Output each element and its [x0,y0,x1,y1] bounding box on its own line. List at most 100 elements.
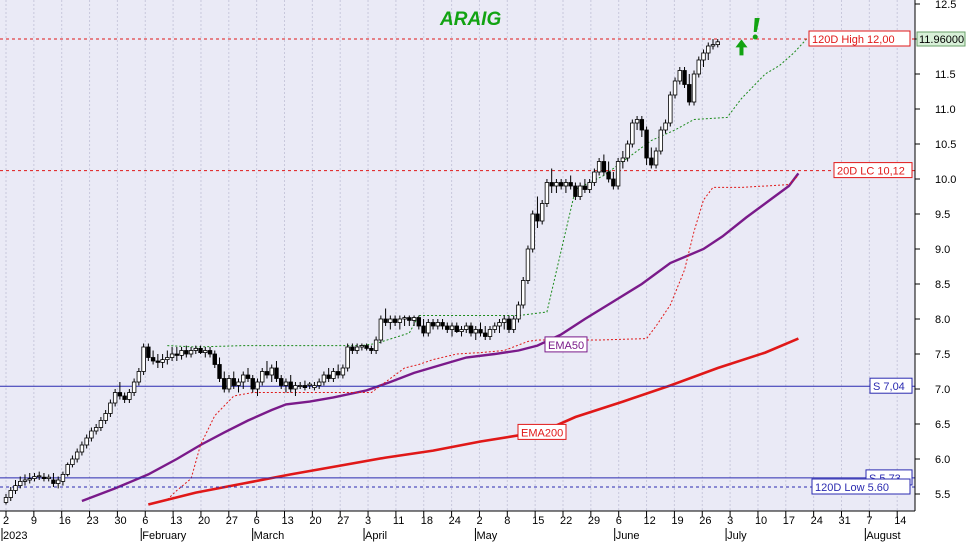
candle-body [269,367,274,376]
candle-body [13,485,18,491]
label-ema50-box [544,336,588,353]
candle-body [596,161,602,173]
candle-body [89,430,94,439]
x-tick-label: 20 [198,515,210,527]
ema50-path [81,172,800,503]
candle-body [672,80,678,96]
candle-body [354,346,360,351]
candle-body [37,475,42,478]
candle-body [630,122,635,145]
x-tick-label: 13 [282,515,294,527]
y-tick-label: 7.5 [935,349,950,361]
candle-body [150,357,156,362]
month-label: August [866,530,900,542]
candles [3,39,720,505]
label-ema50-text: EMA50 [548,340,584,352]
candle-body [312,385,317,388]
candle-body [345,346,350,369]
candle-body [316,381,322,386]
candle-body [359,345,365,348]
candle-body [112,392,118,404]
candle-body [79,444,85,453]
candle-body [179,350,184,356]
candle-body [188,350,194,355]
candle-body [554,182,559,187]
last-price-text: 11.96000 [919,34,964,46]
candle-body [193,347,198,351]
candle-body [350,346,355,351]
candle-body [55,479,61,484]
candle-body [468,325,474,334]
candle-body [127,392,132,400]
candle-body [478,329,483,334]
candle-body [27,478,32,481]
x-tick-label: 10 [755,515,767,527]
y-tick-label: 9.5 [935,209,950,221]
exclamation-dot [752,34,758,40]
month-label: 2023 [3,530,27,542]
candle-body [340,367,346,376]
candle-body [653,150,659,166]
candle-body [335,371,341,376]
x-tick-label: 8 [504,515,510,527]
candle-body [525,248,531,281]
candle-body [573,185,578,197]
candle-body [568,182,573,187]
candle-body [483,332,488,337]
x-tick-label: 6 [616,515,622,527]
month-label: April [365,530,387,542]
label-20d-lc-box [833,162,913,179]
label-ema200-box [517,423,567,440]
candle-body [582,185,588,190]
y-tick-label: 12.5 [935,0,956,11]
y-axis: 5.5 6.0 6.5 7.0 7.5 8.0 8.5 9.0 9.5 10.0 10.5 11.0 1… [914,0,956,511]
candle-body [103,413,108,421]
candle-body [293,385,298,390]
up-arrow-icon [735,39,748,56]
candle-body [658,129,664,152]
candle-body [108,402,113,414]
candle-body [601,161,607,173]
label-20d-lc-text: 20D LC 10,12 [837,166,905,178]
candle-body [606,171,611,180]
upper-band-line [167,37,809,348]
candle-body [682,70,687,85]
candle-body [383,318,388,323]
candle-body [549,182,554,187]
x-tick-label: 30 [114,515,126,527]
label-support-1: S 7,04 [869,377,913,394]
candle-body [51,479,56,484]
y-tick-label: 11.0 [935,104,956,116]
candle-body [691,73,697,103]
x-tick-label: 27 [226,515,238,527]
month-label: May [476,530,497,542]
candle-body [217,364,222,379]
candle-body [274,367,279,379]
candle-body [516,304,521,320]
candle-body [445,325,450,330]
candle-body [184,350,189,355]
label-120d-low: 120D Low 5.60 [811,478,911,495]
candle-body [283,381,289,386]
candle-body [378,318,384,341]
candle-body [407,317,412,321]
candle-body [207,350,213,355]
y-tick-label: 7.0 [935,384,950,396]
candle-body [41,476,47,480]
candle-body [449,325,455,330]
candle-body [544,182,550,204]
candle-body [302,385,308,388]
candle-body [511,318,516,330]
x-tick-label: 22 [560,515,572,527]
y-tick-label: 10.0 [935,174,956,186]
candle-body [231,378,236,386]
candle-body [70,458,75,465]
candle-body [492,325,497,330]
x-tick-label: 13 [170,515,182,527]
candle-body [250,378,255,390]
ema200-path [147,337,799,506]
label-support-1-text: S 7,04 [873,381,905,393]
candle-body [502,318,507,323]
chart-title: ARAIG [439,9,501,30]
